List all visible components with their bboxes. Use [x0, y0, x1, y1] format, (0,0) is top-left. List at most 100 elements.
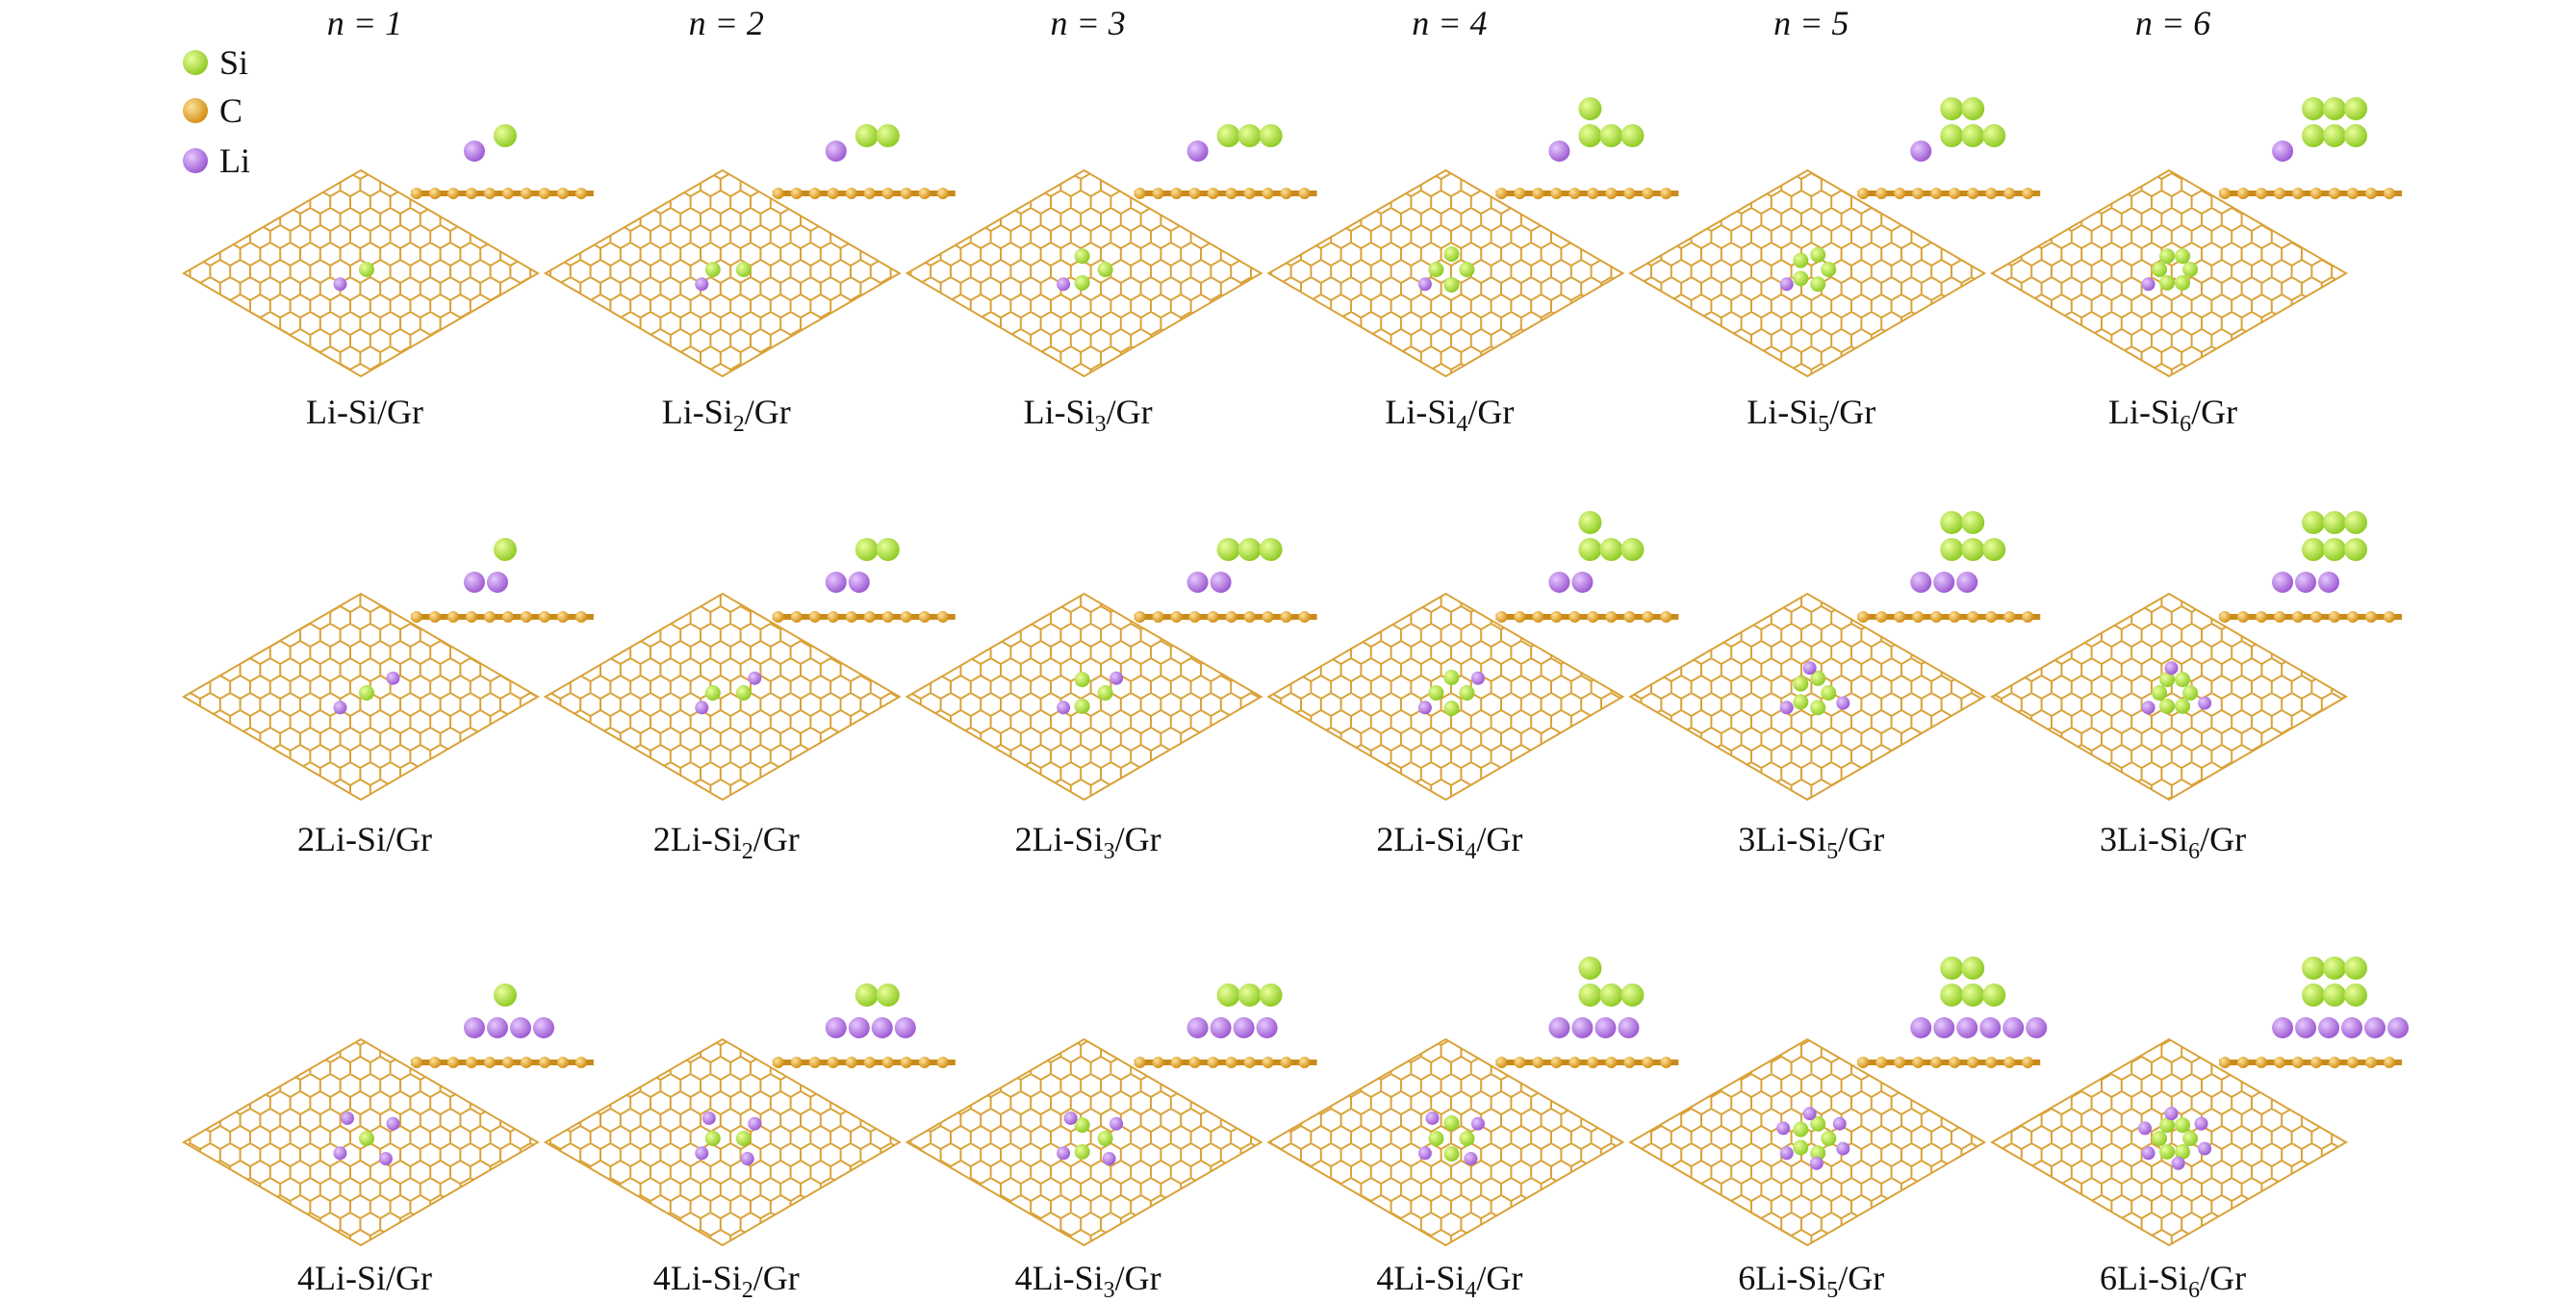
li-atom [1933, 572, 1955, 593]
carbon-atom [1243, 188, 1256, 199]
li-atom [1417, 1146, 1432, 1161]
legend-si-icon [183, 50, 208, 75]
label-text: Li-Si [1747, 393, 1818, 431]
si-atom [2152, 262, 2168, 277]
carbon-atom [863, 188, 876, 199]
li-atom [1571, 572, 1594, 593]
column-header: n = 6 [2135, 4, 2210, 42]
label-text: /Gr [745, 393, 791, 431]
si-atom [1821, 685, 1837, 701]
li-atom [2141, 1146, 2155, 1161]
li-atom [1910, 572, 1932, 593]
label-text: /Gr [1829, 393, 1875, 431]
li-atom [1256, 1017, 1278, 1038]
carbon-atom [2274, 188, 2286, 199]
graphene-top-view [1990, 1037, 2349, 1247]
li-atom [2141, 277, 2155, 292]
li-atom [1186, 1017, 1209, 1038]
si-atom [1620, 124, 1645, 147]
column-header: n = 4 [1412, 4, 1487, 42]
legend-li-icon [183, 148, 208, 173]
li-atom [1779, 277, 1794, 292]
carbon-atom [1642, 611, 1654, 623]
panel: 4Li-Si4/Gr [1266, 957, 1679, 1303]
carbon-atom [2310, 611, 2323, 623]
carbon-atom [1623, 188, 1636, 199]
label-subscript: 3 [1104, 1278, 1115, 1303]
carbon-atom [1569, 1057, 1581, 1068]
carbon-atom [2237, 611, 2250, 623]
carbon-atom [1207, 188, 1219, 199]
carbon-atom [936, 1057, 949, 1068]
panel: 2Li-Si4/Gr [1266, 511, 1679, 864]
si-atom [1578, 957, 1602, 980]
si-atom [2175, 1117, 2191, 1134]
carbon-atom [1605, 1057, 1618, 1068]
label-subscript: 6 [2180, 412, 2191, 437]
si-atom [1443, 701, 1460, 716]
label-subscript: 6 [2188, 1278, 2200, 1303]
panel-label: 2Li-Si4/Gr [1376, 820, 1522, 864]
li-atom [340, 1111, 354, 1125]
li-atom [695, 277, 709, 292]
carbon-atom [918, 611, 931, 623]
si-atom [1982, 984, 2006, 1007]
si-atom [1599, 538, 1623, 561]
si-atom [1237, 538, 1262, 561]
panel-label: 4Li-Si4/Gr [1376, 1259, 1522, 1303]
si-atom [2302, 984, 2326, 1007]
panel-label: 2Li-Si2/Gr [653, 820, 800, 864]
carbon-atom [1152, 1057, 1164, 1068]
label-text: /Gr [1115, 1259, 1161, 1297]
carbon-atom [1569, 611, 1581, 623]
graphene-top-view [905, 592, 1263, 802]
carbon-atom [827, 611, 839, 623]
li-atom [386, 1116, 400, 1131]
si-atom [2152, 1131, 2168, 1146]
si-atom [1237, 984, 1262, 1007]
carbon-atom [2022, 188, 2034, 199]
panel: 6Li-Si5/Gr [1628, 957, 2048, 1303]
column-header: n = 2 [689, 4, 764, 42]
carbon-atom [1262, 611, 1274, 623]
carbon-atom [410, 188, 422, 199]
carbon-atom [556, 611, 569, 623]
carbon-atom [1280, 188, 1292, 199]
li-atom [2272, 1017, 2294, 1038]
li-atom [1186, 141, 1209, 162]
si-atom [704, 1131, 721, 1146]
graphene-top-view [1990, 168, 2349, 378]
carbon-atom [2365, 611, 2378, 623]
li-atom [532, 1017, 554, 1038]
si-atom [2323, 984, 2347, 1007]
li-atom [2026, 1017, 2048, 1038]
si-atom [2323, 538, 2347, 561]
carbon-atom [1207, 611, 1219, 623]
carbon-atom [1262, 188, 1274, 199]
carbon-atom [2292, 188, 2305, 199]
label-text: /Gr [1107, 393, 1153, 431]
panel: Li-Si4/Gr [1266, 97, 1679, 437]
carbon-atom [1225, 611, 1237, 623]
si-atom [358, 1131, 374, 1146]
si-atom [1620, 984, 1645, 1007]
si-atom [1259, 124, 1283, 147]
si-atom [2159, 1117, 2176, 1134]
li-atom [2318, 1017, 2340, 1038]
carbon-atom [1207, 1057, 1219, 1068]
graphene-top-view [1990, 592, 2349, 802]
panel: Li-Si/Gr [181, 124, 594, 431]
carbon-atom [2022, 1057, 2034, 1068]
carbon-atom [1967, 1057, 1979, 1068]
si-atom [2344, 957, 2368, 980]
si-atom [1259, 984, 1283, 1007]
si-atom [735, 262, 752, 277]
li-atom [1956, 1017, 1978, 1038]
li-atom [1809, 1156, 1824, 1170]
carbon-atom [1894, 1057, 1906, 1068]
li-atom [1109, 1116, 1124, 1131]
si-atom [1940, 984, 1964, 1007]
carbon-atom [1930, 188, 1943, 199]
carbon-atom [1623, 611, 1636, 623]
